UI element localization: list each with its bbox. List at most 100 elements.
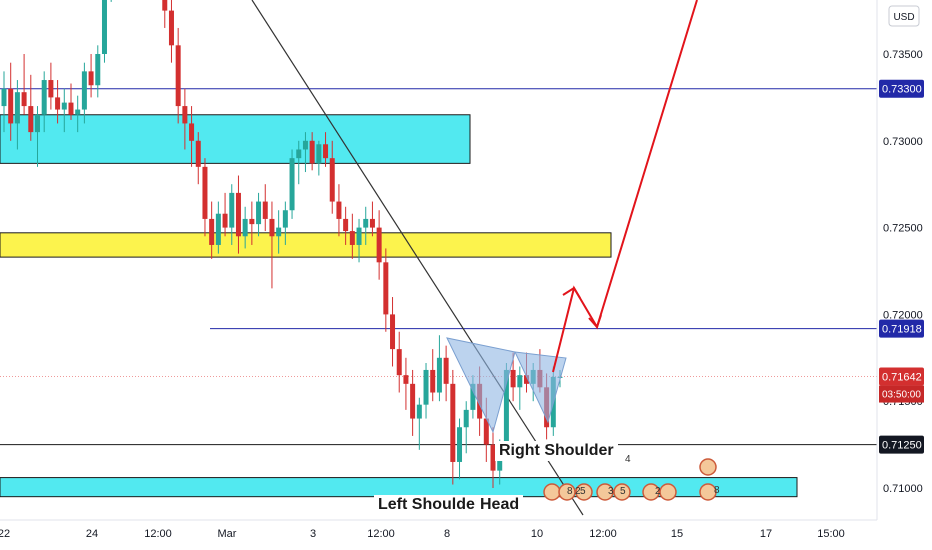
currency-label: USD	[893, 12, 914, 23]
economic-event-flag-icon[interactable]	[642, 483, 660, 501]
y-tick-label: 0.71000	[883, 483, 923, 495]
candle-body[interactable]	[34, 114, 40, 133]
price-tag-text: 0.71642	[882, 372, 922, 384]
candle-body[interactable]	[483, 418, 489, 445]
candle-body[interactable]	[390, 314, 396, 350]
candle-body[interactable]	[68, 102, 74, 115]
candle-body[interactable]	[276, 227, 282, 237]
head-triangle[interactable]	[446, 337, 516, 434]
candle-body[interactable]	[55, 97, 61, 110]
economic-event-flag-icon[interactable]	[558, 483, 576, 501]
candle-body[interactable]	[14, 92, 20, 124]
candle-body[interactable]	[396, 349, 402, 376]
candle-body[interactable]	[450, 383, 456, 462]
x-tick-label: 10	[531, 528, 543, 540]
candle-body[interactable]	[182, 106, 188, 124]
candle-body[interactable]	[215, 213, 221, 245]
candle-body[interactable]	[101, 0, 107, 55]
candle-body[interactable]	[296, 149, 302, 159]
candle-body[interactable]	[316, 144, 322, 164]
candle-body[interactable]	[524, 375, 530, 384]
economic-event-flag-icon[interactable]	[699, 483, 717, 501]
economic-event-flag-icon[interactable]	[596, 483, 614, 501]
economic-event-flag-icon[interactable]	[699, 458, 717, 476]
candle-body[interactable]	[416, 404, 422, 419]
candle-body[interactable]	[430, 369, 436, 393]
candle-body[interactable]	[363, 218, 369, 228]
candle-body[interactable]	[383, 262, 389, 315]
candle-body[interactable]	[463, 409, 469, 428]
candle-body[interactable]	[443, 357, 449, 384]
candle-body[interactable]	[302, 140, 308, 150]
candle-body[interactable]	[356, 227, 362, 245]
x-tick-label: 8	[444, 528, 450, 540]
projection-path[interactable]	[552, 0, 698, 373]
event-badge-count: 4	[625, 454, 631, 465]
candle-body[interactable]	[175, 45, 181, 107]
price-tag-073300[interactable]	[879, 79, 924, 98]
resistance-zone-yellow[interactable]	[0, 232, 612, 258]
price-tag-text: 0.71918	[882, 324, 922, 336]
candle-body[interactable]	[242, 218, 248, 237]
demand-zone-lower[interactable]	[0, 477, 798, 498]
descending-trendline[interactable]	[251, 0, 584, 516]
economic-event-flag-icon[interactable]	[659, 483, 677, 501]
candle-body[interactable]	[235, 192, 241, 237]
candle-body[interactable]	[343, 218, 349, 232]
candle-body[interactable]	[309, 140, 315, 164]
candle-body[interactable]	[349, 231, 355, 245]
candle-body[interactable]	[470, 383, 476, 410]
candle-body[interactable]	[256, 201, 262, 225]
candle-body[interactable]	[269, 218, 275, 237]
price-tag-071250[interactable]	[879, 435, 924, 454]
candle-body[interactable]	[410, 383, 416, 419]
candle-body[interactable]	[209, 218, 215, 245]
candle-body[interactable]	[28, 106, 34, 133]
economic-event-flag-icon[interactable]	[543, 483, 561, 501]
candle-body[interactable]	[168, 10, 174, 46]
head-label: Head	[476, 495, 524, 515]
candle-body[interactable]	[336, 201, 342, 219]
economic-event-flag-icon[interactable]	[575, 483, 593, 501]
candle-body[interactable]	[282, 210, 288, 228]
candle-body[interactable]	[95, 54, 101, 86]
candle-body[interactable]	[48, 80, 54, 98]
candle-body[interactable]	[403, 375, 409, 384]
candle-body[interactable]	[490, 444, 496, 471]
candle-body[interactable]	[323, 144, 329, 159]
economic-event-flag-icon[interactable]	[613, 483, 631, 501]
candle-body[interactable]	[195, 140, 201, 167]
candle-body[interactable]	[189, 123, 195, 141]
candle-body[interactable]	[249, 218, 255, 225]
candle-body[interactable]	[457, 427, 463, 462]
candle-body[interactable]	[81, 71, 87, 110]
candle-body[interactable]	[1, 88, 7, 107]
candle-body[interactable]	[75, 109, 81, 115]
candle-body[interactable]	[423, 369, 429, 405]
candle-body[interactable]	[436, 357, 442, 393]
candle-body[interactable]	[8, 88, 14, 124]
candle-body[interactable]	[222, 213, 228, 228]
candle-body[interactable]	[376, 227, 382, 263]
candle-body[interactable]	[229, 192, 235, 228]
candle-body[interactable]	[162, 0, 168, 11]
price-tag-071918[interactable]	[879, 319, 924, 338]
candle-body[interactable]	[510, 369, 516, 388]
candle-body[interactable]	[503, 369, 509, 450]
candle-body[interactable]	[369, 218, 375, 228]
price-tag-071642[interactable]	[879, 367, 924, 386]
x-tick-label: 12:00	[589, 528, 617, 540]
candle-body[interactable]	[61, 102, 67, 110]
candle-body[interactable]	[289, 158, 295, 211]
candle-body[interactable]	[88, 71, 94, 86]
candle-body[interactable]	[517, 375, 523, 388]
currency-chip[interactable]	[888, 5, 920, 27]
candle-body[interactable]	[329, 158, 335, 202]
candle-body[interactable]	[202, 166, 208, 219]
candle-body[interactable]	[41, 80, 47, 115]
candle-body[interactable]	[262, 201, 268, 219]
candle-body[interactable]	[21, 92, 27, 107]
supply-zone-upper[interactable]	[0, 114, 471, 164]
